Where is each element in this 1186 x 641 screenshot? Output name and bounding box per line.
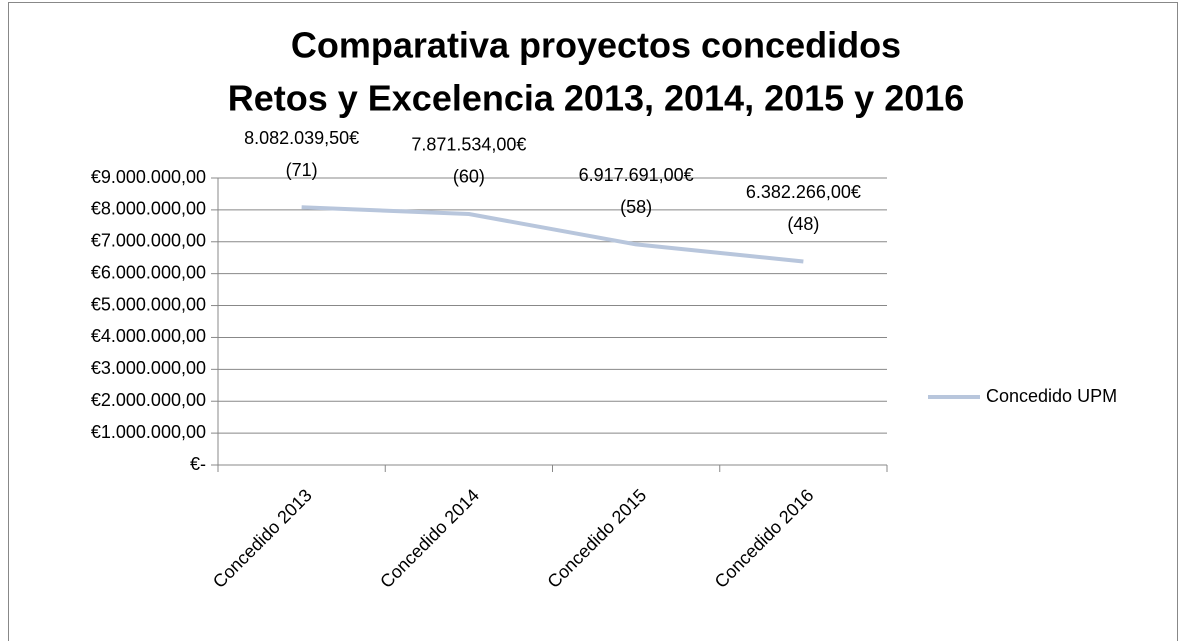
data-label: (71) [286, 160, 318, 180]
data-label: 8.082.039,50€ [244, 128, 359, 148]
data-label: 6.917.691,00€ [579, 165, 694, 185]
y-tick-label: €2.000.000,00 [91, 390, 206, 410]
y-tick-label: €7.000.000,00 [91, 231, 206, 251]
y-tick-label: €3.000.000,00 [91, 358, 206, 378]
data-label: (58) [620, 197, 652, 217]
data-label: 6.382.266,00€ [746, 182, 861, 202]
y-tick-label: €9.000.000,00 [91, 167, 206, 187]
chart-title: Comparativa proyectos concedidos [291, 25, 901, 66]
chart-border [8, 2, 1178, 641]
y-tick-label: €8.000.000,00 [91, 199, 206, 219]
data-line [301, 205, 804, 264]
data-label: 7.871.534,00€ [411, 135, 526, 155]
legend-label: Concedido UPM [986, 386, 1117, 406]
y-tick-label: €1.000.000,00 [91, 422, 206, 442]
y-tick-label: €- [190, 454, 206, 474]
data-label: (60) [453, 167, 485, 187]
y-tick-label: €4.000.000,00 [91, 326, 206, 346]
y-tick-label: €5.000.000,00 [91, 294, 206, 314]
chart-title: Retos y Excelencia 2013, 2014, 2015 y 20… [228, 78, 965, 119]
data-label: (48) [787, 214, 819, 234]
y-tick-label: €6.000.000,00 [91, 262, 206, 282]
